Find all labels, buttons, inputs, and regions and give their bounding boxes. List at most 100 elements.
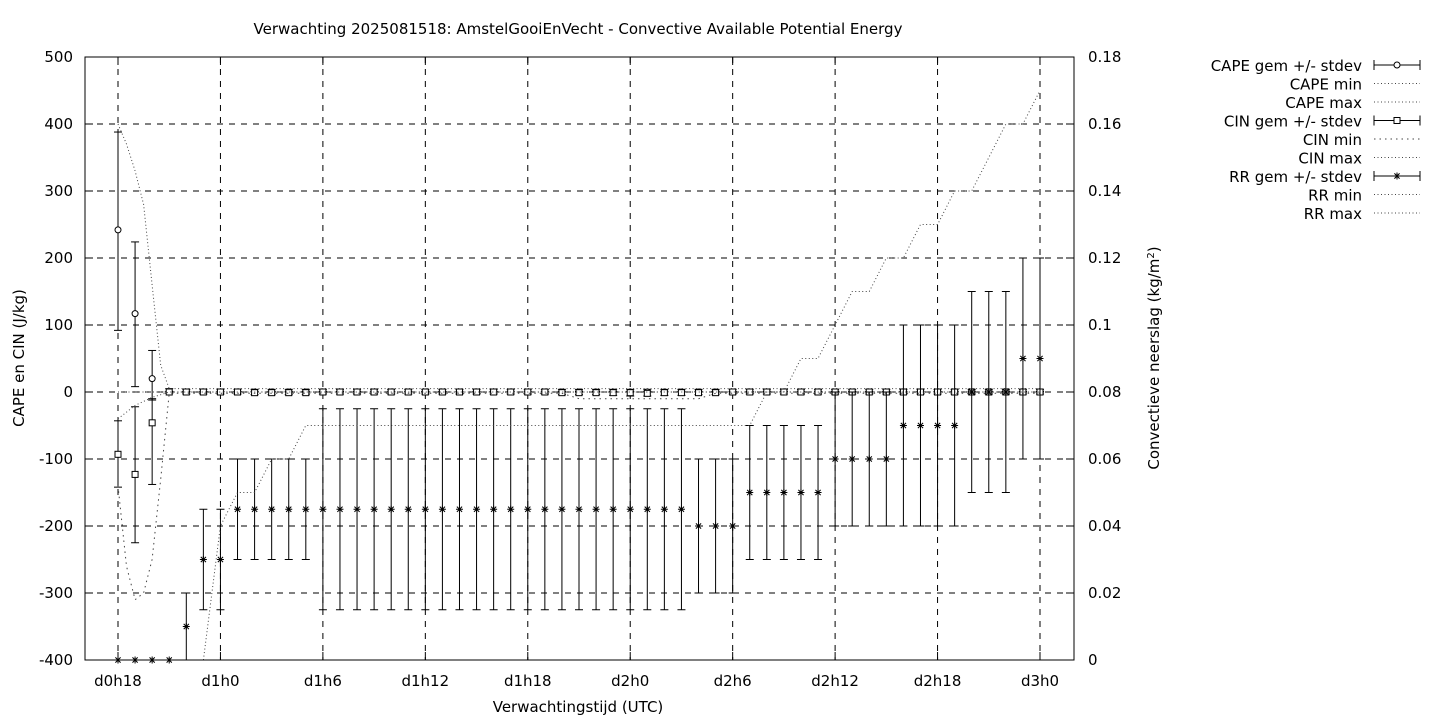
- data-point: [455, 505, 463, 513]
- y2-tick-label: 0.06: [1088, 450, 1121, 468]
- data-point: [746, 489, 754, 496]
- data-point: [490, 505, 498, 513]
- y-tick-label: 400: [44, 115, 73, 133]
- data-point: [934, 422, 942, 429]
- y2-tick-label: 0.04: [1088, 517, 1121, 535]
- data-point: [712, 522, 720, 530]
- data-point: [370, 505, 378, 513]
- data-point: [780, 489, 788, 496]
- series-2: [117, 123, 1040, 390]
- data-point: [148, 375, 156, 383]
- y2-axis-label-unit-sup: 2: [1146, 252, 1157, 258]
- data-point: [438, 505, 446, 513]
- y2-axis-label-unit-close: ): [1145, 246, 1163, 252]
- data-point: [216, 388, 224, 396]
- data-point: [1002, 388, 1010, 396]
- data-point: [319, 388, 327, 396]
- legend-label: CAPE gem +/- stdev: [1211, 57, 1362, 75]
- data-point: [251, 505, 259, 513]
- y2-tick-label: 0.18: [1088, 48, 1121, 66]
- data-point: [336, 505, 344, 513]
- data-point: [916, 422, 924, 429]
- series-5: [117, 391, 1040, 420]
- data-point: [182, 388, 190, 396]
- data-point: [336, 388, 344, 396]
- series-layer: [114, 90, 1044, 664]
- data-point: [199, 388, 207, 396]
- data-point: [541, 505, 549, 513]
- legend-label: CAPE min: [1290, 76, 1362, 94]
- x-tick-label: d1h18: [504, 672, 552, 690]
- data-point: [592, 505, 600, 513]
- data-point: [626, 505, 634, 513]
- data-point: [660, 389, 668, 397]
- data-point: [763, 489, 771, 496]
- data-point: [473, 388, 481, 396]
- data-point: [319, 505, 327, 513]
- data-point: [660, 505, 668, 513]
- data-point: [899, 422, 907, 429]
- y2-axis-label-text: Convectieve neerslag: [1145, 307, 1163, 470]
- x-tick-label: d2h12: [811, 672, 859, 690]
- y2-tick-label: 0.08: [1088, 383, 1121, 401]
- data-point: [353, 388, 361, 396]
- data-point: [268, 389, 276, 397]
- y2-tick-label: 0.12: [1088, 249, 1121, 267]
- legend-label: CAPE max: [1285, 94, 1362, 112]
- data-point: [268, 505, 276, 513]
- y2-tick-label: 0.14: [1088, 182, 1121, 200]
- y2-tick-label: 0: [1088, 651, 1098, 669]
- series-line: [202, 90, 1041, 661]
- series-line: [117, 391, 1040, 420]
- data-point: [234, 505, 242, 513]
- data-point: [285, 389, 293, 397]
- data-point: [558, 505, 566, 513]
- data-point: [592, 389, 600, 397]
- data-point: [746, 388, 754, 396]
- data-point: [695, 522, 703, 530]
- y2-tick-label: 0.16: [1088, 115, 1121, 133]
- legend-label: RR max: [1304, 205, 1362, 223]
- data-point: [729, 522, 737, 530]
- x-tick-label: d1h12: [401, 672, 449, 690]
- data-point: [490, 388, 498, 396]
- y-tick-label: -400: [39, 651, 73, 669]
- data-point: [114, 226, 122, 234]
- data-point: [985, 388, 993, 396]
- data-point: [1036, 355, 1044, 362]
- y-tick-label: -200: [39, 517, 73, 535]
- data-point: [797, 489, 805, 496]
- data-point: [473, 505, 481, 513]
- data-point: [677, 389, 685, 397]
- data-point: [575, 505, 583, 513]
- y-tick-label: 200: [44, 249, 73, 267]
- y-tick-label: 500: [44, 48, 73, 66]
- data-point: [814, 489, 822, 496]
- axes: -400 -300 -200 -100 0 100 200 300 400 500 0 0.02 0.0…: [39, 48, 1121, 690]
- data-point: [455, 388, 463, 396]
- data-point: [302, 389, 310, 397]
- y2-tick-label: 0.02: [1088, 584, 1121, 602]
- plot-frame: [84, 56, 1075, 661]
- series-0: [114, 131, 1044, 401]
- y-tick-label: -300: [39, 584, 73, 602]
- data-point: [1019, 355, 1027, 362]
- y2-tick-label: 0.1: [1088, 316, 1112, 334]
- legend-label: RR gem +/- stdev: [1229, 168, 1362, 186]
- y-axis-label: CAPE en CIN (J/kg): [10, 289, 28, 427]
- data-point: [626, 389, 634, 397]
- data-point: [114, 450, 122, 458]
- x-tick-label: d2h6: [714, 672, 752, 690]
- data-point: [507, 505, 515, 513]
- data-point: [524, 505, 532, 513]
- y2-axis-label: Convectieve neerslag (kg/m2): [1145, 246, 1163, 469]
- data-point: [285, 505, 293, 513]
- legend-label: CIN min: [1303, 131, 1362, 149]
- x-tick-label: d1h6: [304, 672, 342, 690]
- data-point: [848, 455, 856, 463]
- legend-marker: [1393, 117, 1401, 124]
- data-point: [148, 419, 156, 427]
- data-point: [165, 388, 173, 396]
- data-point: [968, 388, 976, 396]
